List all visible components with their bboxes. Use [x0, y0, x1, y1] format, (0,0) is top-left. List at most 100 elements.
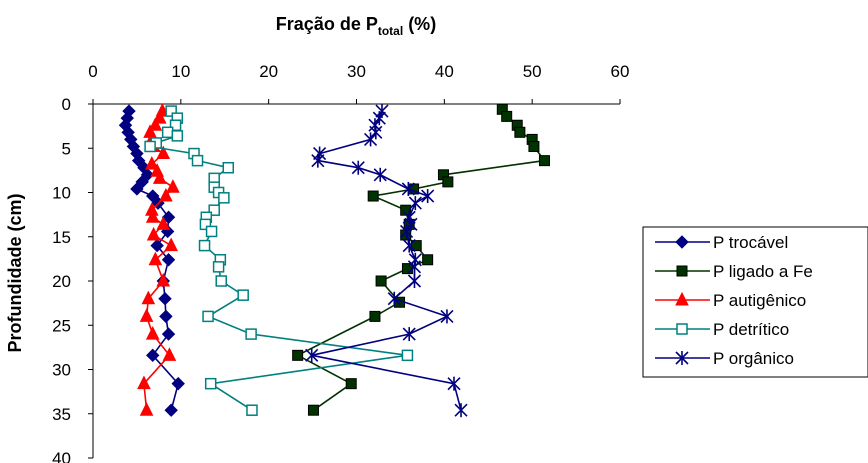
data-point [351, 160, 365, 175]
x-tick-label: 40 [435, 62, 454, 81]
data-point [148, 117, 163, 131]
legend-marker [675, 351, 689, 365]
data-point [171, 130, 184, 142]
data-point [212, 261, 225, 273]
series-line [147, 110, 408, 411]
legend-label: P autigênico [713, 291, 806, 310]
data-point [305, 348, 319, 363]
y-axis-label: Profundidade (cm) [5, 193, 25, 352]
data-point [410, 240, 422, 252]
data-point [145, 156, 159, 170]
data-point [421, 189, 435, 204]
data-point [368, 118, 382, 133]
data-point [369, 125, 383, 140]
x-tick-label: 10 [171, 62, 190, 81]
data-point [222, 161, 235, 174]
data-point [454, 403, 468, 418]
data-point [440, 309, 454, 324]
data-point [399, 224, 414, 239]
data-point [387, 291, 401, 306]
data-point [402, 238, 416, 253]
data-point [400, 204, 412, 216]
data-point [159, 187, 173, 202]
series-layer [118, 102, 550, 418]
data-point [205, 225, 218, 238]
x-tick-label: 0 [88, 62, 97, 81]
chart-title-main: Fração de P [276, 14, 378, 34]
data-point [164, 237, 178, 252]
data-point [130, 182, 144, 196]
data-point [199, 218, 212, 231]
y-tick-label: 10 [52, 184, 71, 203]
data-point [141, 290, 156, 305]
data-point [514, 126, 526, 138]
data-point [408, 196, 422, 211]
data-point [367, 190, 379, 202]
x-tick-label: 50 [523, 62, 542, 81]
data-point [139, 308, 154, 322]
legend-label: P detrítico [713, 320, 789, 339]
legend-item-p-org-nico: P orgânico [655, 349, 794, 368]
legend-marker [675, 235, 689, 249]
series-p-org-nico [305, 104, 468, 418]
data-point [161, 327, 176, 341]
x-tick-label: 60 [611, 62, 630, 81]
data-point [528, 140, 540, 152]
data-point [202, 310, 214, 323]
data-point [148, 251, 163, 266]
legend-item-p-detr-tico: P detrítico [655, 320, 789, 339]
chart-title-subscript: total [378, 24, 403, 38]
data-point [311, 153, 325, 168]
data-point [162, 347, 177, 361]
data-point [408, 252, 422, 267]
data-point [538, 155, 550, 167]
data-point [245, 328, 257, 340]
data-point [215, 275, 227, 287]
legend: P trocável P ligado a Fe P autigênico P det… [642, 226, 868, 378]
data-point [208, 204, 220, 216]
y-tick-label: 0 [62, 95, 71, 114]
series-p-troc-vel [118, 104, 185, 417]
data-point [161, 126, 174, 139]
y-tick-label: 30 [52, 361, 71, 380]
legend-marker [676, 265, 688, 277]
axes: 0 10 20 30 40 50 60 0 5 10 15 20 25 30 35 40 [52, 62, 629, 463]
data-point [158, 291, 172, 306]
data-point [156, 216, 171, 230]
data-point [407, 259, 422, 274]
data-point [161, 210, 176, 224]
data-point [204, 377, 217, 390]
data-point [501, 110, 513, 122]
y-tick-label: 25 [52, 316, 71, 335]
data-point [401, 181, 415, 196]
data-point [159, 309, 173, 324]
x-tick-label: 20 [259, 62, 278, 81]
data-point [152, 170, 167, 184]
data-point [447, 376, 461, 391]
data-point [161, 253, 176, 267]
data-point [373, 167, 387, 182]
data-point [407, 274, 422, 288]
data-point [150, 238, 164, 253]
data-point [363, 132, 378, 147]
data-point [307, 404, 319, 416]
data-point [369, 310, 381, 322]
legend-item-p-autig-nico: P autigênico [655, 291, 806, 310]
series-p-ligado-a-fe [292, 103, 550, 416]
data-point [166, 179, 180, 193]
y-tick-label: 15 [52, 228, 71, 247]
chart-title-unit: (%) [403, 14, 436, 34]
legend-marker [676, 323, 688, 335]
data-point [146, 348, 160, 363]
legend-item-p-ligado-a-fe: P ligado a Fe [655, 262, 813, 281]
data-point [246, 404, 258, 416]
data-point [198, 239, 211, 252]
data-point [218, 192, 230, 204]
data-point [237, 289, 249, 301]
data-point [375, 275, 387, 287]
data-point [145, 209, 160, 223]
data-point [139, 402, 154, 416]
data-point [442, 176, 454, 188]
chart-title: Fração de Ptotal (%) [276, 14, 436, 38]
